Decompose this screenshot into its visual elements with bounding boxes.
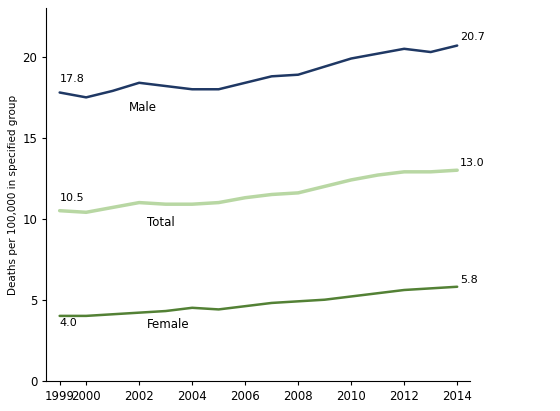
Text: 13.0: 13.0 bbox=[460, 158, 484, 168]
Text: 4.0: 4.0 bbox=[60, 318, 77, 328]
Text: 5.8: 5.8 bbox=[460, 275, 478, 285]
Text: Male: Male bbox=[129, 102, 157, 114]
Text: 20.7: 20.7 bbox=[460, 32, 485, 42]
Text: 17.8: 17.8 bbox=[60, 74, 85, 83]
Y-axis label: Deaths per 100,000 in specified group: Deaths per 100,000 in specified group bbox=[8, 95, 18, 295]
Text: Total: Total bbox=[147, 216, 175, 229]
Text: Female: Female bbox=[147, 318, 190, 331]
Text: 10.5: 10.5 bbox=[60, 194, 84, 203]
